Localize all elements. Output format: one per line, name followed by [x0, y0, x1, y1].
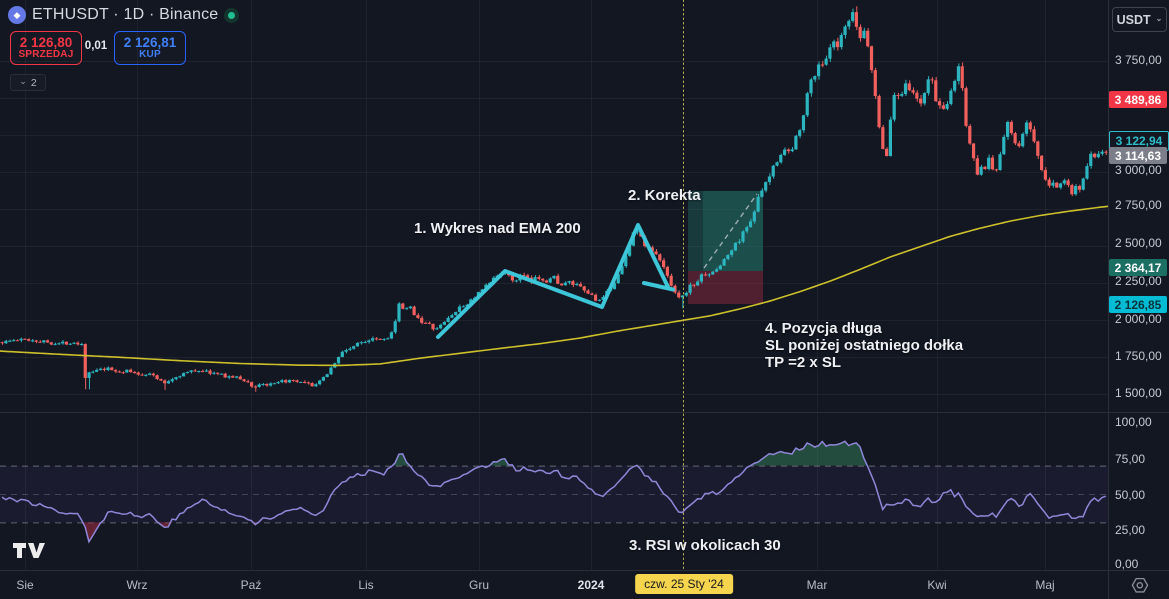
market-status-icon — [224, 7, 240, 23]
annotation-pozycja[interactable]: 4. Pozycja długa SL poniżej ostatniego d… — [765, 320, 964, 371]
price-badge[interactable]: 2 126,85 — [1109, 296, 1167, 313]
price-badge: 3 114,63 — [1109, 147, 1167, 164]
symbol-title[interactable]: ETHUSDT · 1D · Binance — [32, 6, 219, 23]
goto-date-badge: czw. 25 Sty '24 — [635, 574, 733, 594]
symbol-header[interactable]: ◆ ETHUSDT · 1D · Binance — [8, 5, 240, 25]
settings-icon[interactable] — [1130, 577, 1150, 599]
price-tick-label: 0,00 — [1115, 557, 1139, 571]
price-tick-label: 25,00 — [1115, 523, 1146, 537]
chevron-down-icon: ⌄ — [19, 76, 27, 86]
annotation-ema200[interactable]: 1. Wykres nad EMA 200 — [414, 220, 581, 237]
time-axis-label: Mar — [806, 578, 828, 592]
currency-selector[interactable]: USDT ⌄ — [1112, 7, 1167, 32]
buy-button[interactable]: 2 126,81 KUP — [114, 31, 186, 65]
buy-label: KUP — [139, 48, 161, 60]
price-tick-label: 3 000,00 — [1115, 163, 1162, 177]
price-axis[interactable]: 3 750,00 3 000,00 2 750,00 2 500,00 2 250,00… — [1108, 0, 1169, 571]
chevron-down-icon: ⌄ — [1155, 13, 1163, 23]
price-tick-label: 3 750,00 — [1115, 53, 1162, 67]
indicator-count: 2 — [30, 76, 37, 89]
time-axis-label: Maj — [1035, 578, 1055, 592]
tradingview-logo[interactable] — [12, 539, 46, 568]
currency-label: USDT — [1116, 12, 1151, 27]
time-axis-label: 2024 — [577, 578, 605, 592]
time-axis-label: Kwi — [927, 578, 947, 592]
sell-button[interactable]: 2 126,80 SPRZEDAJ — [10, 31, 82, 65]
price-badge[interactable]: 3 489,86 — [1109, 91, 1167, 108]
annotation-korekta[interactable]: 2. Korekta — [628, 187, 701, 204]
price-tick-label: 2 750,00 — [1115, 198, 1162, 212]
time-axis-label: Paź — [240, 578, 262, 592]
sell-price: 2 126,80 — [19, 34, 73, 50]
buy-price: 2 126,81 — [123, 34, 177, 50]
price-tick-label: 100,00 — [1115, 415, 1152, 429]
eth-logo-icon: ◆ — [8, 6, 26, 24]
legend-collapse-button[interactable]: ⌄ 2 — [10, 74, 46, 91]
price-tick-label: 75,00 — [1115, 452, 1146, 466]
price-tick-label: 1 750,00 — [1115, 349, 1162, 363]
annotation-rsi[interactable]: 3. RSI w okolicach 30 — [629, 537, 781, 554]
sell-label: SPRZEDAJ — [18, 48, 74, 60]
time-axis-label: Wrz — [126, 578, 148, 592]
price-tick-label: 50,00 — [1115, 488, 1146, 502]
price-tick-label: 2 500,00 — [1115, 236, 1162, 250]
time-axis-label: Lis — [358, 578, 374, 592]
time-axis-label: Sie — [16, 578, 34, 592]
spread-value: 0,01 — [84, 40, 108, 52]
price-badge[interactable]: 2 364,17 — [1109, 259, 1167, 276]
price-tick-label: 2 250,00 — [1115, 274, 1162, 288]
time-axis-label: Gru — [468, 578, 490, 592]
price-tick-label: 1 500,00 — [1115, 386, 1162, 400]
price-tick-label: 2 000,00 — [1115, 312, 1162, 326]
